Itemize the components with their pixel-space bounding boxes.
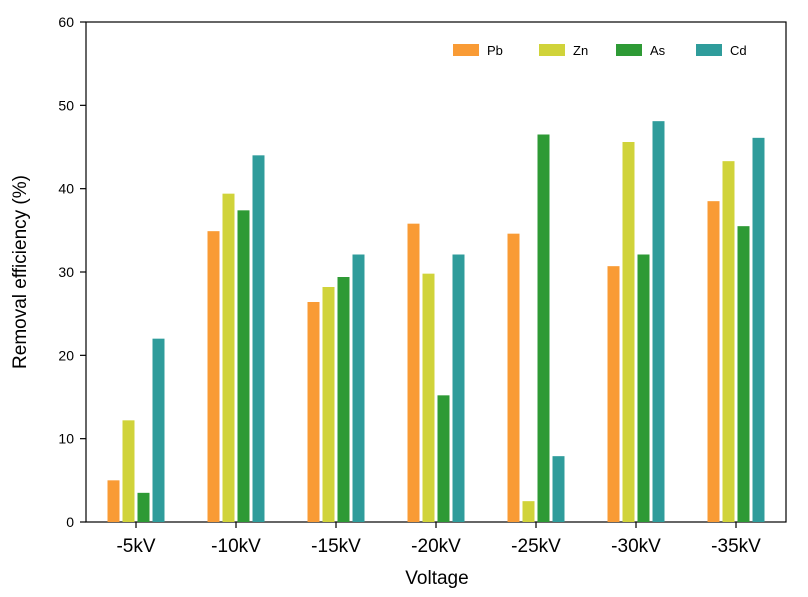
bar-as-3 (437, 395, 450, 522)
y-tick-label: 30 (58, 264, 74, 280)
bar-zn-0 (122, 420, 135, 522)
y-tick-label: 20 (58, 347, 74, 363)
bar-zn-5 (622, 142, 635, 522)
bar-pb-1 (207, 231, 220, 522)
bar-pb-4 (507, 233, 520, 522)
bar-as-5 (637, 254, 650, 522)
y-tick-label: 50 (58, 97, 74, 113)
bar-cd-5 (652, 121, 665, 523)
y-tick-label: 0 (66, 514, 74, 530)
bar-pb-5 (607, 266, 620, 522)
y-tick-label: 10 (58, 431, 74, 447)
bars (107, 121, 765, 523)
plot-border (85, 21, 787, 523)
legend-swatch-as (616, 44, 642, 56)
bar-pb-3 (407, 223, 420, 522)
bar-cd-3 (452, 254, 465, 522)
bar-pb-6 (707, 201, 720, 522)
y-tick-label: 60 (58, 14, 74, 30)
bar-zn-1 (222, 193, 235, 522)
x-tick-label: -10kV (211, 536, 261, 557)
bar-zn-2 (322, 287, 335, 522)
bar-cd-2 (352, 254, 365, 522)
x-tick-label: -30kV (611, 536, 661, 557)
bar-as-6 (737, 226, 750, 522)
y-axis: 0 10 20 30 40 50 60 (58, 14, 86, 530)
bar-as-4 (537, 134, 550, 522)
bar-pb-2 (307, 302, 320, 522)
legend-swatch-zn (539, 44, 565, 56)
legend-swatch-pb (453, 44, 479, 56)
bar-pb-0 (107, 480, 120, 522)
legend-label-pb: Pb (487, 43, 503, 58)
bar-zn-6 (722, 161, 735, 522)
x-axis-title: Voltage (405, 568, 468, 589)
legend: Pb Zn As Cd (453, 43, 747, 58)
legend-label-cd: Cd (730, 43, 747, 58)
legend-label-as: As (650, 43, 666, 58)
bar-as-1 (237, 210, 250, 523)
x-axis: -5kV -10kV -15kV -20kV -25kV -30kV -35kV (116, 522, 761, 557)
x-tick-label: -35kV (711, 536, 761, 557)
plot-frame (85, 21, 787, 523)
bar-cd-1 (252, 155, 265, 523)
y-tick-label: 40 (58, 181, 74, 197)
x-tick-label: -15kV (311, 536, 361, 557)
x-tick-label: -25kV (511, 536, 561, 557)
bar-cd-4 (552, 456, 565, 522)
bar-as-0 (137, 492, 150, 522)
bar-zn-4 (522, 501, 535, 522)
bar-cd-0 (152, 338, 165, 522)
bar-cd-6 (752, 137, 765, 523)
y-axis-title: Removal efficiency (%) (10, 175, 31, 369)
x-tick-label: -5kV (116, 536, 155, 557)
legend-swatch-cd (696, 44, 722, 56)
x-tick-label: -20kV (411, 536, 461, 557)
bar-as-2 (337, 277, 350, 522)
legend-label-zn: Zn (573, 43, 588, 58)
bar-zn-3 (422, 273, 435, 522)
